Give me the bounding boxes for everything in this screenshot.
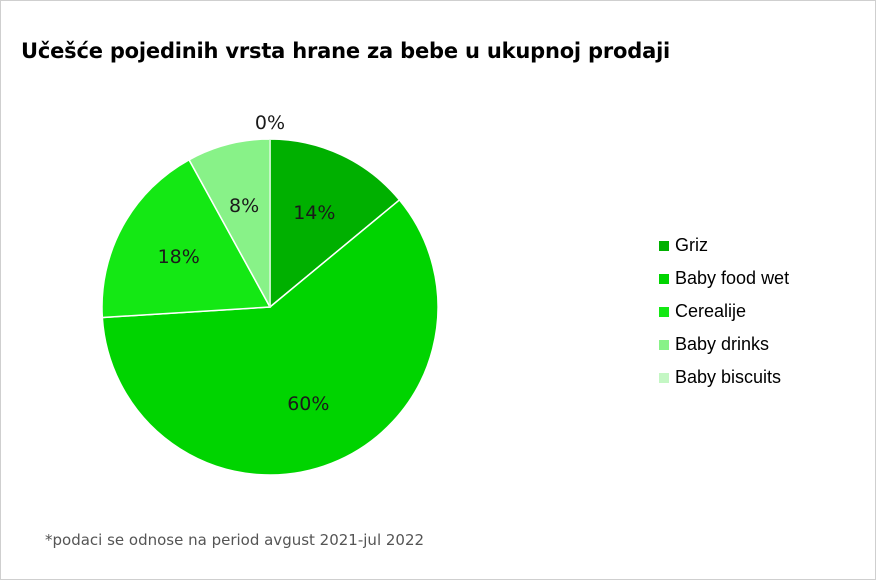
legend-item-baby-drinks: Baby drinks bbox=[659, 328, 789, 361]
data-label-baby-drinks: 8% bbox=[229, 195, 259, 217]
data-label-baby-food-wet: 60% bbox=[287, 393, 329, 415]
legend-label: Baby food wet bbox=[675, 268, 790, 288]
chart-footnote: *podaci se odnose na period avgust 2021-… bbox=[45, 531, 425, 549]
legend-swatch bbox=[659, 339, 669, 350]
pie-slice-cerealije bbox=[101, 158, 272, 319]
legend-swatch bbox=[659, 273, 669, 284]
pie-slice-baby-food-wet bbox=[101, 198, 439, 476]
legend-item-griz: Griz bbox=[659, 229, 789, 262]
legend-label: Cerealije bbox=[675, 301, 747, 321]
legend-item-baby-biscuits: Baby biscuits bbox=[659, 361, 789, 394]
data-label-baby-biscuits: 0% bbox=[255, 112, 285, 134]
legend-item-baby-food-wet: Baby food wet bbox=[659, 262, 789, 295]
legend-swatch bbox=[659, 372, 669, 383]
legend-label: Griz bbox=[675, 235, 708, 255]
legend-label: Baby drinks bbox=[675, 334, 770, 354]
legend-item-cerealije: Cerealije bbox=[659, 295, 789, 328]
pie-slice-griz bbox=[269, 138, 401, 309]
data-label-cerealije: 18% bbox=[158, 246, 200, 268]
chart-legend: Griz Baby food wet Cerealije Baby drinks Bab… bbox=[659, 229, 789, 394]
legend-swatch bbox=[659, 240, 669, 251]
legend-label: Baby biscuits bbox=[675, 367, 782, 387]
data-label-griz: 14% bbox=[293, 202, 335, 224]
legend-swatch bbox=[659, 306, 669, 317]
chart-title: Učešće pojedinih vrsta hrane za bebe u u… bbox=[21, 39, 671, 63]
